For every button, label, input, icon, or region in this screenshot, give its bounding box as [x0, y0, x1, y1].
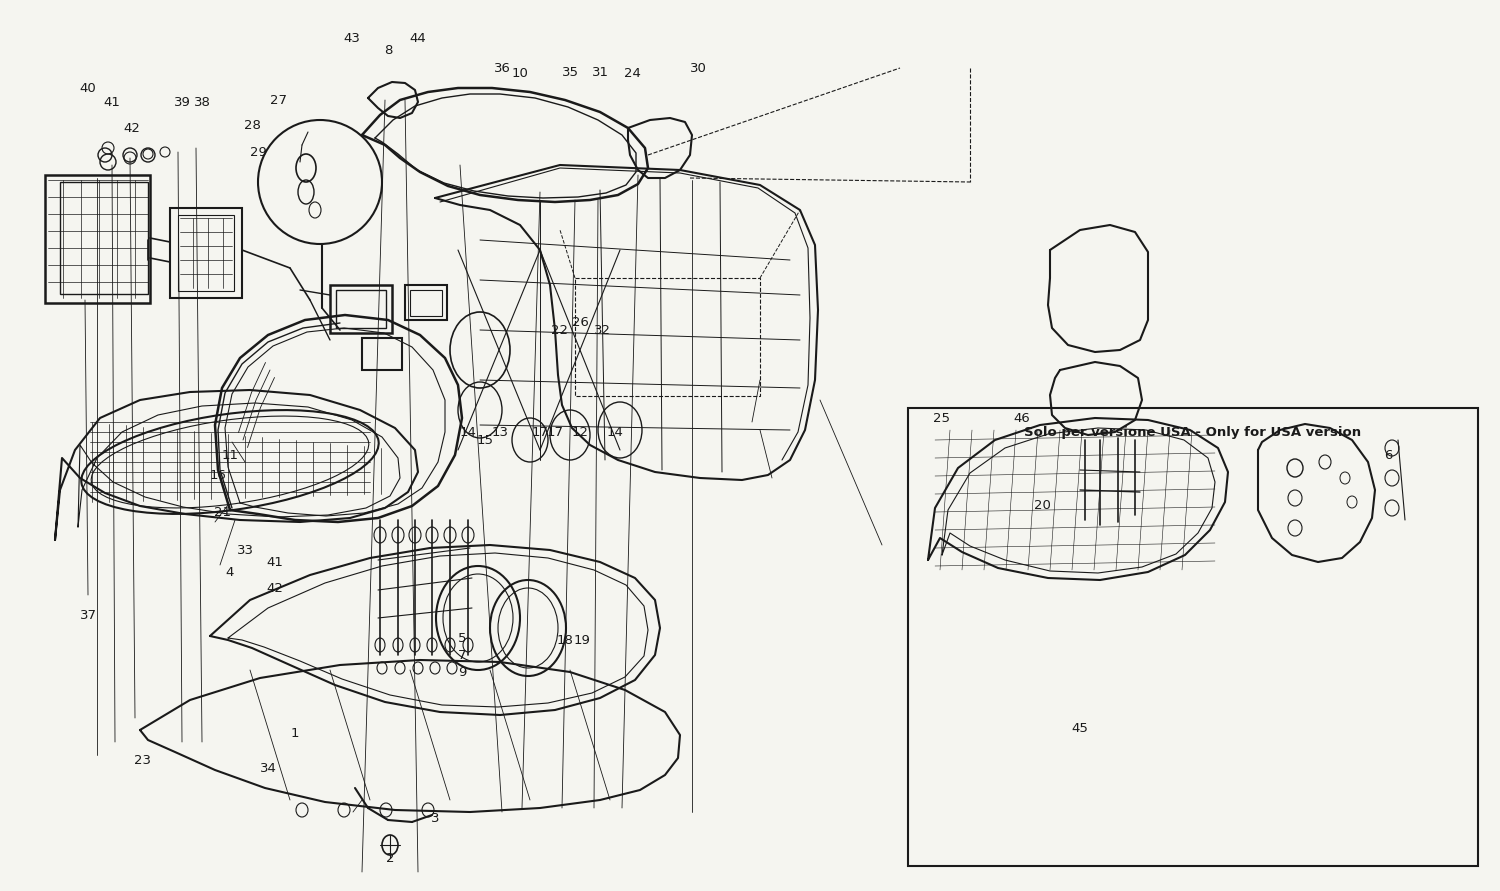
Text: 14: 14: [459, 426, 477, 438]
Text: 33: 33: [237, 544, 254, 557]
Text: 5: 5: [458, 632, 466, 644]
Text: 40: 40: [80, 81, 96, 94]
Text: 1: 1: [291, 726, 300, 740]
Text: 45: 45: [1071, 722, 1089, 734]
Text: 26: 26: [572, 315, 588, 329]
Text: Solo per versione USA - Only for USA version: Solo per versione USA - Only for USA ver…: [1024, 426, 1362, 438]
Bar: [330, 285, 392, 333]
Bar: [405, 285, 447, 320]
Text: 34: 34: [260, 762, 276, 774]
Text: 37: 37: [80, 609, 96, 622]
Text: 16: 16: [210, 469, 226, 481]
Text: 46: 46: [1014, 412, 1031, 424]
Text: 12: 12: [572, 426, 588, 438]
Text: 36: 36: [494, 61, 510, 75]
Text: 24: 24: [624, 67, 640, 79]
Text: 44: 44: [410, 31, 426, 45]
Text: 7: 7: [458, 649, 466, 661]
Bar: [336, 290, 386, 328]
Text: 10: 10: [512, 67, 528, 79]
Text: 19: 19: [573, 634, 591, 647]
Text: 31: 31: [591, 66, 609, 78]
Bar: [574, 278, 760, 396]
Text: 22: 22: [552, 323, 568, 337]
Text: 6: 6: [1384, 448, 1392, 462]
Text: 32: 32: [594, 323, 610, 337]
Bar: [45, 175, 150, 303]
Text: 15: 15: [477, 434, 494, 446]
Bar: [362, 338, 402, 370]
Text: 29: 29: [249, 145, 267, 159]
Bar: [60, 182, 148, 294]
Text: 18: 18: [556, 634, 573, 647]
Bar: [178, 215, 234, 291]
Text: 38: 38: [194, 95, 210, 109]
Bar: [410, 290, 442, 316]
Text: 17: 17: [546, 426, 564, 438]
Bar: [908, 408, 1478, 866]
Text: 3: 3: [430, 812, 439, 824]
Text: 25: 25: [933, 412, 951, 424]
Text: 14: 14: [606, 426, 624, 438]
Text: 17: 17: [531, 426, 549, 438]
Text: 35: 35: [561, 66, 579, 78]
Text: 4: 4: [226, 566, 234, 578]
Bar: [170, 208, 242, 298]
Text: 41: 41: [104, 95, 120, 109]
Text: 41: 41: [267, 555, 284, 568]
Text: 9: 9: [458, 666, 466, 679]
Text: 2: 2: [386, 852, 394, 864]
Text: 23: 23: [134, 754, 150, 766]
Text: 39: 39: [174, 95, 190, 109]
Text: 13: 13: [492, 426, 508, 438]
Text: 11: 11: [222, 448, 238, 462]
Text: 27: 27: [270, 94, 286, 107]
Text: 42: 42: [123, 121, 141, 135]
Text: 30: 30: [690, 61, 706, 75]
Text: 20: 20: [1034, 498, 1050, 511]
Text: 28: 28: [243, 119, 261, 132]
Text: 43: 43: [344, 31, 360, 45]
Text: 21: 21: [213, 505, 231, 519]
Text: 8: 8: [384, 44, 392, 56]
Text: 42: 42: [267, 582, 284, 594]
